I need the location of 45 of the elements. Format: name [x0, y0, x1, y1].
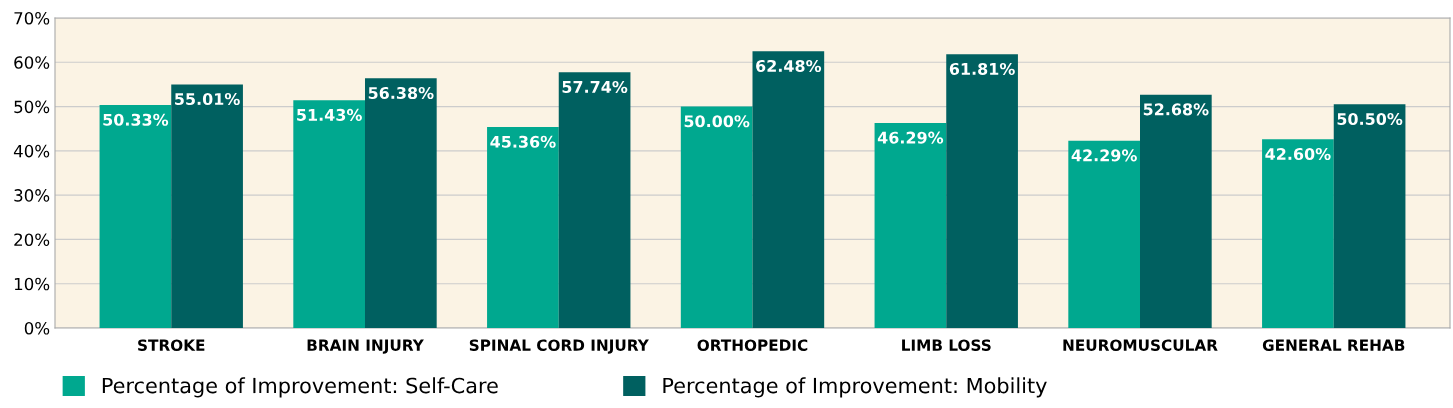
x-tick-label: LIMB LOSS [902, 339, 991, 351]
bar [365, 78, 437, 328]
y-tick-label: 10% [14, 277, 50, 291]
data-label: 56.38% [368, 86, 434, 100]
data-label: 52.68% [1143, 103, 1209, 116]
data-label: 42.29% [1071, 149, 1137, 162]
bar [293, 100, 365, 328]
data-label: 42.60% [1265, 147, 1331, 161]
bar [1068, 140, 1140, 328]
bar [752, 51, 825, 328]
legend-label: Percentage of Improvement: Mobility [663, 377, 1047, 398]
x-tick-label: NEUROMUSCULAR [1063, 339, 1218, 351]
y-tick-label: 60% [14, 56, 50, 69]
y-tick-label: 40% [13, 144, 50, 158]
y-tick-label: 20% [14, 233, 50, 246]
y-tick-label: 30% [14, 189, 50, 202]
bar [946, 54, 1018, 328]
bar [99, 105, 172, 328]
data-label: 50.50% [1337, 112, 1403, 126]
y-tick-label: 50% [14, 100, 50, 114]
bar [171, 84, 243, 328]
data-label: 50.33% [103, 113, 169, 126]
bar [1262, 139, 1334, 328]
x-tick-label: STROKE [138, 339, 205, 351]
bar [558, 72, 631, 328]
bar [680, 106, 753, 328]
bar [1333, 104, 1406, 328]
data-label: 55.01% [175, 93, 240, 106]
data-label: 46.29% [877, 131, 944, 144]
bar [874, 123, 947, 328]
data-label: 50.00% [684, 115, 750, 128]
data-label: 61.81% [949, 62, 1015, 75]
bar [1140, 94, 1212, 328]
x-tick-label: GENERAL REHAB [1262, 339, 1405, 351]
data-label: 45.36% [490, 135, 556, 148]
data-label: 51.43% [297, 108, 362, 121]
x-tick-label: BRAIN INJURY [307, 339, 424, 354]
y-tick-label: 70% [14, 11, 50, 25]
y-tick-label: 0% [24, 321, 50, 335]
x-tick-label: ORTHOPEDIC [697, 339, 808, 351]
legend-label: Percentage of Improvement: Self-Care [102, 377, 498, 398]
bar [487, 127, 559, 328]
x-tick-label: SPINAL CORD INJURY [469, 339, 649, 354]
data-label: 62.48% [756, 59, 822, 72]
data-label: 57.74% [562, 80, 628, 93]
